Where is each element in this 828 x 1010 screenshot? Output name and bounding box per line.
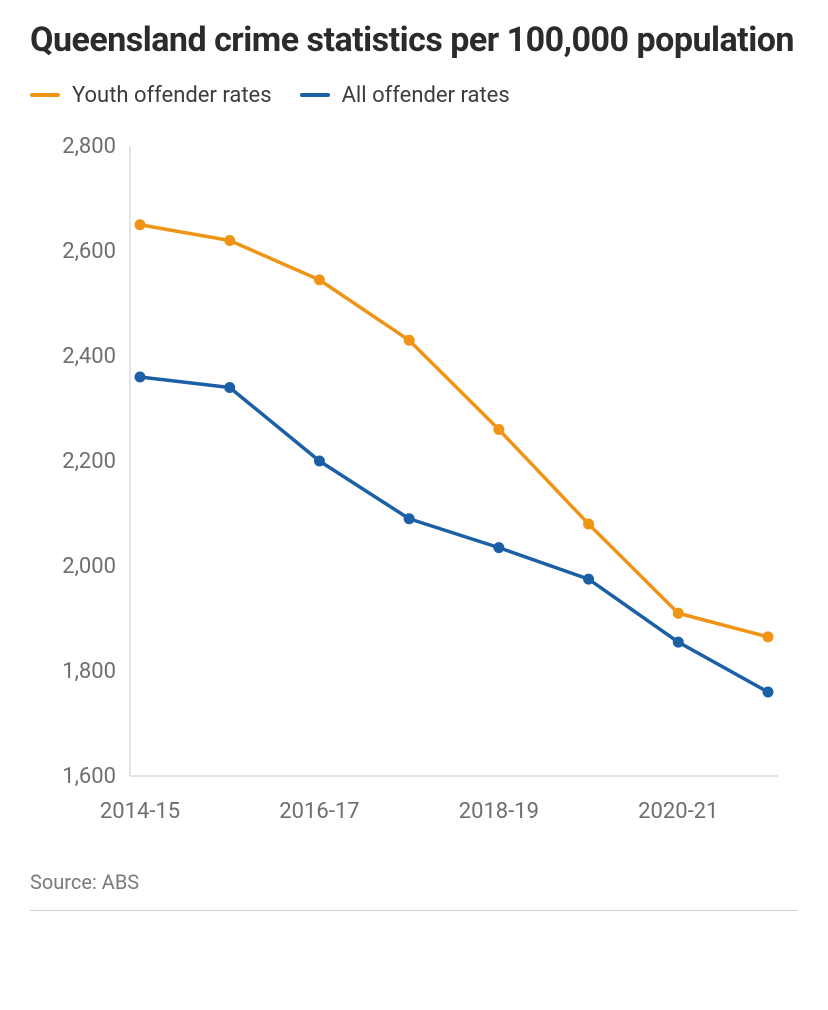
legend-swatch-all [300,93,330,97]
svg-text:2018-19: 2018-19 [459,799,539,824]
svg-text:2,000: 2,000 [62,554,116,579]
svg-text:2014-15: 2014-15 [100,799,180,824]
line-chart-svg: 1,600 1,800 2,000 2,200 2,400 2,600 2,800 2014-… [30,126,798,846]
svg-text:2,400: 2,400 [62,344,116,369]
chart-container: Queensland crime statistics per 100,000 … [0,0,828,1010]
source-citation: Source: ABS [30,856,798,911]
svg-text:2020-21: 2020-21 [638,799,718,824]
chart-plot-area: 1,600 1,800 2,000 2,200 2,400 2,600 2,800 2014-… [30,126,798,850]
chart-title: Queensland crime statistics per 100,000 … [30,20,798,61]
legend-label-all: All offender rates [342,83,510,108]
legend-item-all: All offender rates [300,83,510,108]
svg-text:2016-17: 2016-17 [279,799,359,824]
svg-text:2,200: 2,200 [62,449,116,474]
svg-text:1,800: 1,800 [62,659,116,684]
legend-item-youth: Youth offender rates [30,83,272,108]
legend-label-youth: Youth offender rates [72,83,272,108]
legend: Youth offender rates All offender rates [30,83,798,108]
legend-swatch-youth [30,93,60,97]
svg-text:2,800: 2,800 [62,134,116,159]
svg-text:1,600: 1,600 [62,764,116,789]
svg-text:2,600: 2,600 [62,239,116,264]
